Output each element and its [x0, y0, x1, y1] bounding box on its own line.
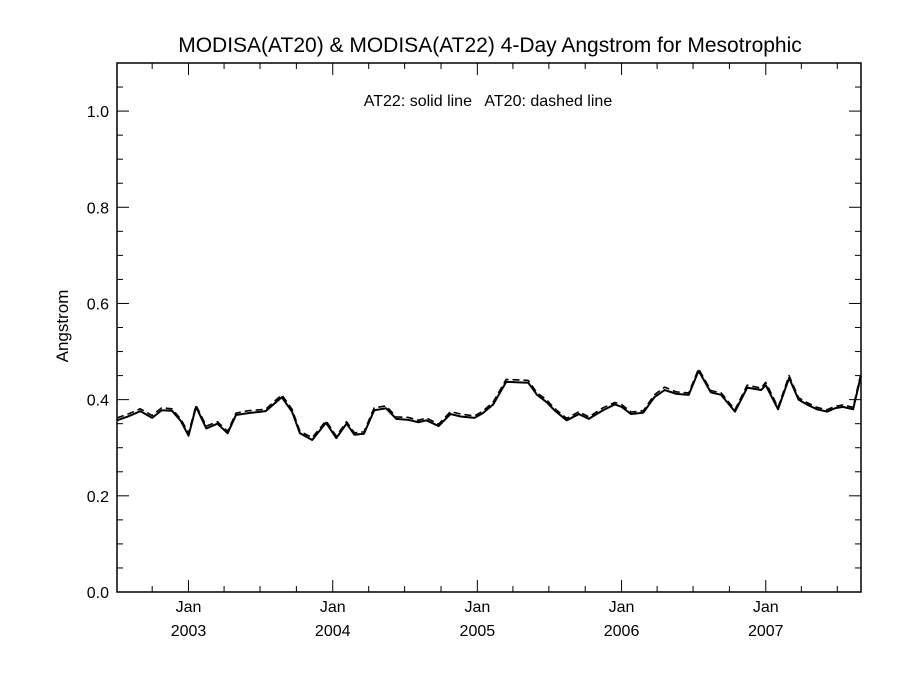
- y-tick-label: 0.0: [87, 585, 109, 602]
- y-axis-label: Angstrom: [53, 290, 72, 363]
- series-line-at22: [116, 369, 862, 442]
- y-tick-label: 0.4: [87, 393, 109, 410]
- x-tick-label-month: Jan: [609, 599, 635, 616]
- x-tick-label-month: Jan: [753, 599, 779, 616]
- x-tick-label-year: 2004: [315, 623, 351, 640]
- y-tick-label: 0.2: [87, 489, 109, 506]
- y-tick-label: 1.0: [87, 104, 109, 121]
- y-tick-label: 0.6: [87, 296, 109, 313]
- series-line-at20: [116, 368, 862, 439]
- x-tick-label-year: 2006: [604, 623, 640, 640]
- chart-title: MODISA(AT20) & MODISA(AT22) 4-Day Angstr…: [178, 34, 802, 57]
- x-tick-label-month: Jan: [176, 599, 202, 616]
- axis-ticks: 0.0 0.2 0.4 0.6 0.8 1.0 Jan 2003 Jan 2004 Jan 2005 J…: [87, 63, 861, 640]
- x-tick-label-month: Jan: [320, 599, 346, 616]
- y-tick-label: 0.8: [87, 200, 109, 217]
- plot-frame: [116, 62, 862, 593]
- legend-annotation: AT22: solid line AT20: dashed line: [364, 93, 613, 110]
- series-lines: [116, 368, 862, 442]
- x-tick-label-year: 2005: [460, 623, 496, 640]
- x-tick-label-month: Jan: [464, 599, 490, 616]
- x-tick-label-year: 2007: [748, 623, 784, 640]
- x-tick-label-year: 2003: [171, 623, 207, 640]
